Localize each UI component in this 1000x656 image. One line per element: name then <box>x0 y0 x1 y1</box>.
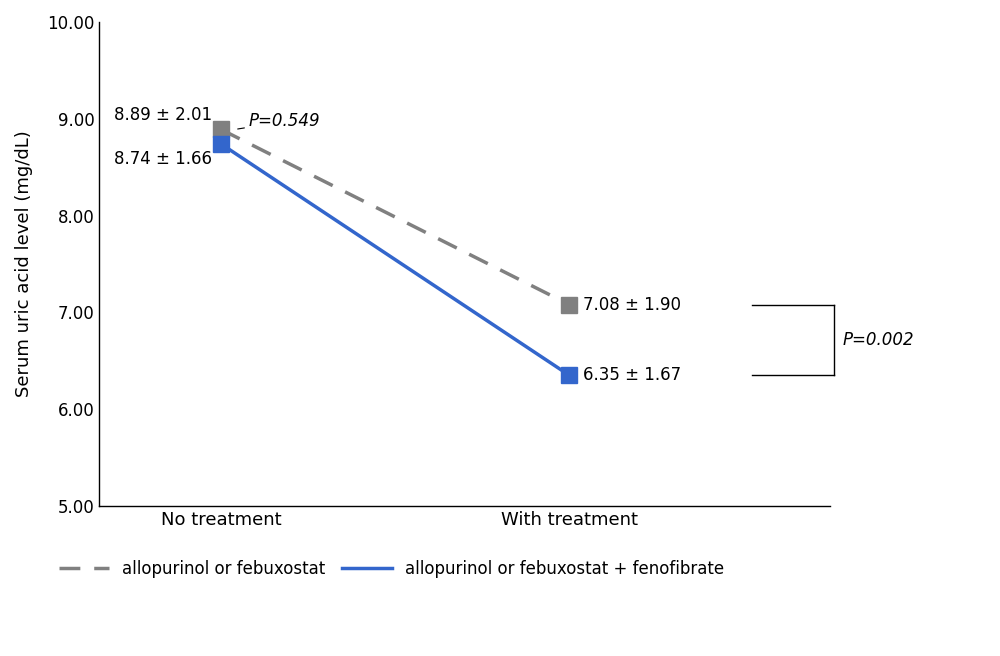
Text: 8.74 ± 1.66: 8.74 ± 1.66 <box>114 150 212 168</box>
Text: 6.35 ± 1.67: 6.35 ± 1.67 <box>583 366 681 384</box>
Text: P=0.002: P=0.002 <box>843 331 914 349</box>
Legend: allopurinol or febuxostat, allopurinol or febuxostat + fenofibrate: allopurinol or febuxostat, allopurinol o… <box>52 554 731 584</box>
Text: 8.89 ± 2.01: 8.89 ± 2.01 <box>114 106 212 123</box>
Text: P=0.549: P=0.549 <box>249 112 320 130</box>
Y-axis label: Serum uric acid level (mg/dL): Serum uric acid level (mg/dL) <box>15 131 33 398</box>
Text: 7.08 ± 1.90: 7.08 ± 1.90 <box>583 296 681 314</box>
